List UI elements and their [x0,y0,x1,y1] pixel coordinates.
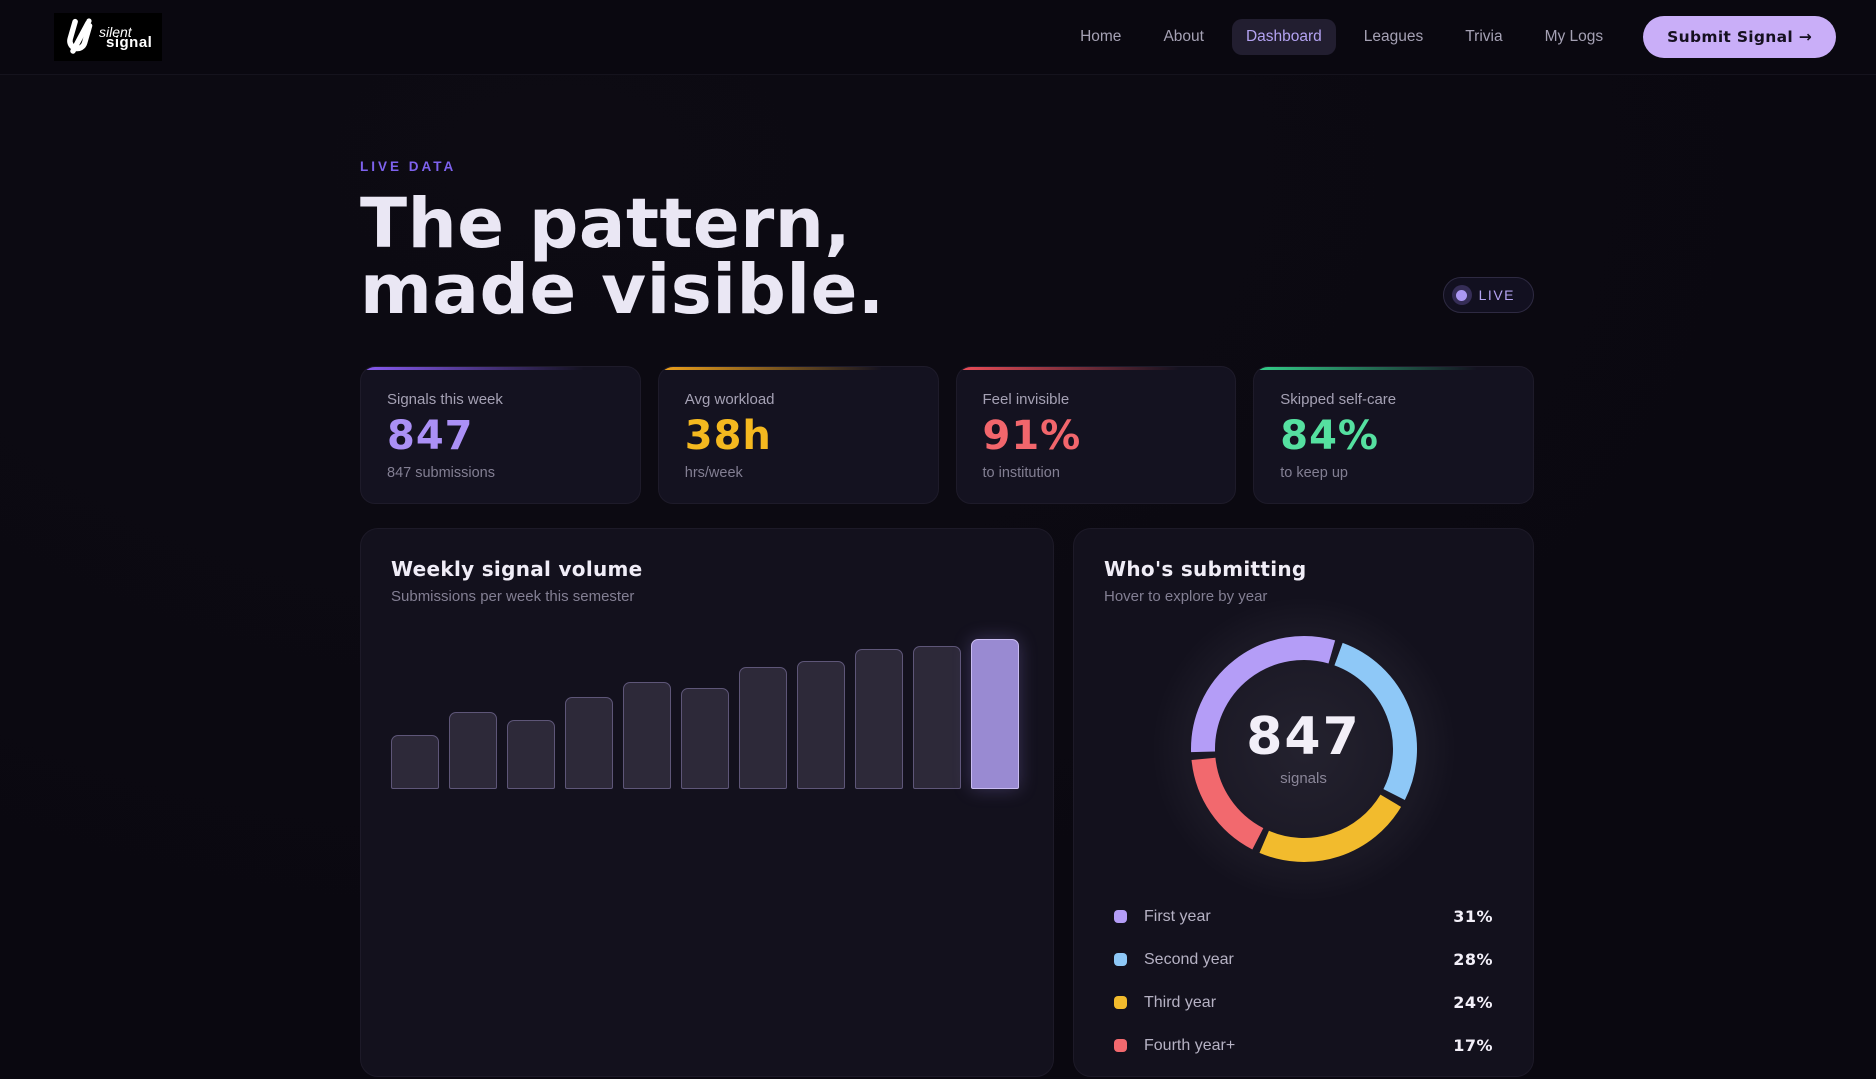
live-status-badge[interactable]: LIVE [1442,277,1534,314]
stat-value: 84% [1280,413,1379,460]
nav-item-dashboard[interactable]: Dashboard [1231,19,1336,55]
nav-item-home[interactable]: Home [1080,28,1122,45]
stat-label: Skipped self-care [1280,391,1397,409]
legend-row-fourth-year-[interactable]: Fourth year+ 17% [1114,1024,1493,1067]
bar-week-7[interactable] [739,667,787,790]
hero-text-block: LIVE DATA The pattern, made visible. [360,159,1443,325]
top-nav: silent signal Home About Dashboard Leagues T… [0,0,1876,75]
legend-row-first-year[interactable]: First year 31% [1114,895,1493,938]
live-badge-label: LIVE [1478,287,1515,304]
bar-week-10[interactable] [913,646,961,790]
stat-accent-strip [1254,367,1533,371]
stat-card-skipped-self-care: Skipped self-care 84% to keep up [1253,366,1534,505]
weekly-volume-card: Weekly signal volume Submissions per wee… [360,528,1054,1078]
bar-week-9[interactable] [855,649,903,790]
legend-percent: 17% [1453,1036,1493,1056]
donut-segment-third-year[interactable] [1258,794,1401,863]
bar-week-11[interactable] [971,639,1019,790]
stat-sub: to keep up [1280,465,1348,482]
brand-word-silent: silent [99,23,132,40]
legend-percent: 24% [1453,993,1493,1013]
legend-swatch-icon [1114,910,1127,924]
hero-section: LIVE DATA The pattern, made visible. LIV… [360,75,1534,325]
stat-accent-strip [956,367,1236,371]
donut-segment-fourth-year-[interactable] [1191,757,1264,850]
nav-item-leagues[interactable]: Leagues [1363,28,1424,45]
stat-value: 847 [387,413,474,460]
live-data-eyebrow: LIVE DATA [360,159,457,174]
nav-item-my-logs[interactable]: My Logs [1544,28,1604,45]
bar-week-6[interactable] [681,688,729,790]
bar-chart-title: Weekly signal volume [391,557,643,582]
donut-legend: First year 31% Second year 28% Third year 24%… [1104,895,1503,1067]
stat-sub: 847 submissions [387,465,495,482]
stat-value: 91% [982,413,1082,460]
brand-wordmark: silent signal [99,23,153,51]
bar-week-5[interactable] [623,682,671,790]
bar-week-2[interactable] [449,712,497,790]
live-pulse-dot [1456,289,1468,301]
donut-chart-title: Who's submitting [1104,557,1307,582]
bar-chart-subtitle: Submissions per week this semester [391,588,635,606]
legend-label: Fourth year+ [1144,1036,1236,1054]
legend-percent: 31% [1453,907,1493,927]
stats-row: Signals this week 847 847 submissions Avg w… [360,366,1534,505]
donut-segment-first-year[interactable] [1190,636,1335,753]
donut-chart: 847 signals [1149,595,1458,904]
logo-mark-icon [67,18,93,54]
stat-sub: to institution [982,465,1060,482]
stat-accent-strip [658,367,938,371]
donut-segment-second-year[interactable] [1333,642,1417,801]
brand-word-signal: signal [106,33,153,51]
stat-label: Feel invisible [982,391,1070,409]
stat-card-avg-workload: Avg workload 38h hrs/week [657,366,939,505]
legend-label: First year [1144,907,1211,925]
bar-week-8[interactable] [797,661,845,790]
bar-week-4[interactable] [565,697,613,790]
page-title-line2: made visible. [360,249,885,330]
page-title-line1: The pattern, [360,184,852,264]
stat-accent-strip [361,367,640,371]
stat-label: Avg workload [684,391,775,409]
submit-signal-button[interactable]: Submit Signal → [1643,16,1836,58]
legend-row-third-year[interactable]: Third year 24% [1114,981,1493,1024]
bar-week-3[interactable] [507,720,555,790]
stat-card-signals-this-week: Signals this week 847 847 submissions [360,366,641,505]
stat-value: 38h [684,413,772,460]
stat-sub: hrs/week [684,465,743,482]
bar-chart [391,639,1023,790]
page-title: The pattern, made visible. [360,190,1443,325]
donut-chart-subtitle: Hover to explore by year [1104,588,1268,606]
nav-item-trivia[interactable]: Trivia [1465,28,1503,45]
donut-svg [1190,636,1417,863]
dashboard-main: LIVE DATA The pattern, made visible. LIV… [360,75,1534,1078]
stat-card-feel-invisible: Feel invisible 91% to institution [955,366,1237,505]
legend-swatch-icon [1114,996,1127,1010]
legend-label: Third year [1144,993,1217,1011]
nav-item-about[interactable]: About [1163,28,1204,45]
legend-swatch-icon [1114,1039,1127,1053]
live-pulse-icon [1451,285,1472,306]
charts-row: Weekly signal volume Submissions per wee… [360,528,1534,1078]
brand-logo[interactable]: silent signal [54,13,163,61]
nav-links: Home About Dashboard Leagues Trivia My Logs [1066,19,1617,55]
stat-label: Signals this week [387,391,503,409]
legend-percent: 28% [1453,950,1493,970]
bar-week-1[interactable] [391,735,439,790]
who-submitting-card: Who's submitting Hover to explore by yea… [1073,528,1534,1078]
legend-label: Second year [1144,950,1234,968]
legend-swatch-icon [1114,953,1127,967]
legend-row-second-year[interactable]: Second year 28% [1114,938,1493,981]
